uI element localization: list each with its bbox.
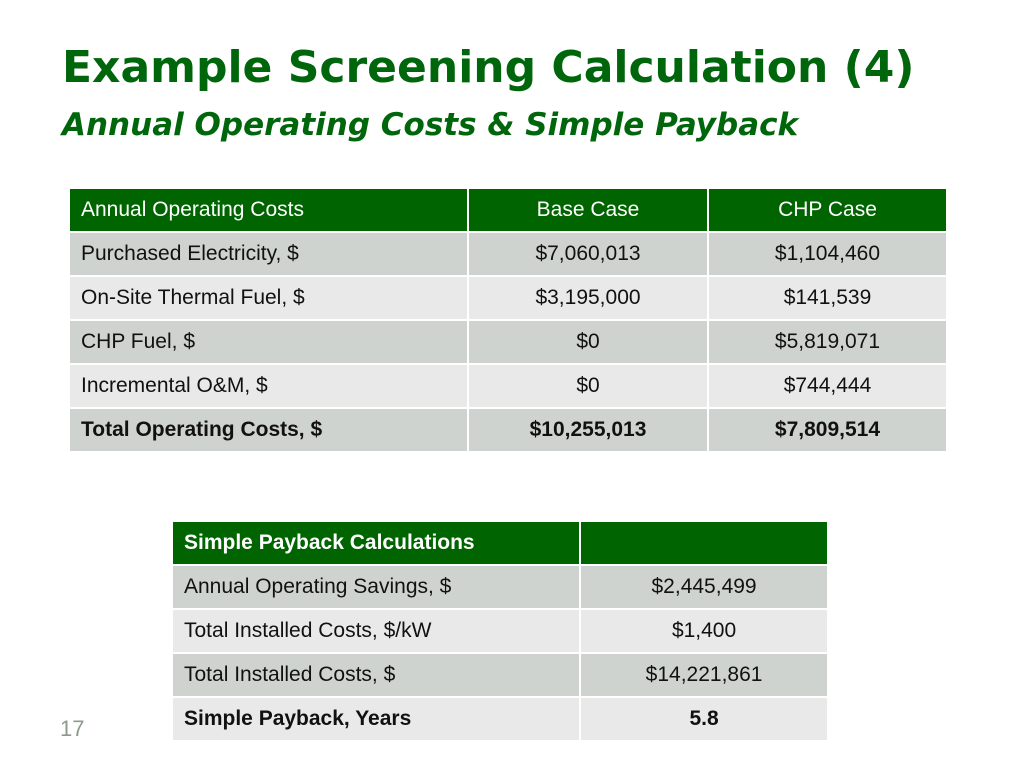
chp-case-value: $7,809,514: [706, 407, 949, 453]
column-header-cost-item: Annual Operating Costs: [67, 187, 470, 233]
row-value: 5.8: [579, 696, 829, 742]
column-header-base-case: Base Case: [467, 187, 709, 233]
row-label: Annual Operating Savings, $: [170, 564, 582, 610]
column-header-chp-case: CHP Case: [706, 187, 949, 233]
table-row: Total Installed Costs, $ $14,221,861: [170, 652, 829, 698]
row-label: CHP Fuel, $: [67, 319, 470, 365]
table-header-row: Simple Payback Calculations: [170, 520, 829, 566]
row-label: Total Installed Costs, $: [170, 652, 582, 698]
base-case-value: $3,195,000: [467, 275, 709, 321]
chp-case-value: $744,444: [706, 363, 949, 409]
total-row: Total Operating Costs, $ $10,255,013 $7,…: [67, 407, 949, 453]
table-row: CHP Fuel, $ $0 $5,819,071: [67, 319, 949, 365]
row-label: On-Site Thermal Fuel, $: [67, 275, 470, 321]
page-number: 17: [60, 716, 85, 741]
row-value: $1,400: [579, 608, 829, 654]
row-label: Total Installed Costs, $/kW: [170, 608, 582, 654]
row-label: Incremental O&M, $: [67, 363, 470, 409]
total-row: Simple Payback, Years 5.8: [170, 696, 829, 742]
slide-title: Example Screening Calculation (4): [62, 42, 915, 93]
slide-subtitle: Annual Operating Costs & Simple Payback: [62, 107, 799, 143]
table-row: Purchased Electricity, $ $7,060,013 $1,1…: [67, 231, 949, 277]
base-case-value: $7,060,013: [467, 231, 709, 277]
table-row: Annual Operating Savings, $ $2,445,499: [170, 564, 829, 610]
table-row: Total Installed Costs, $/kW $1,400: [170, 608, 829, 654]
base-case-value: $10,255,013: [467, 407, 709, 453]
table-row: Incremental O&M, $ $0 $744,444: [67, 363, 949, 409]
operating-costs-table: Annual Operating Costs Base Case CHP Cas…: [67, 187, 949, 453]
row-value: $14,221,861: [579, 652, 829, 698]
column-header-value: [579, 520, 829, 566]
table-row: On-Site Thermal Fuel, $ $3,195,000 $141,…: [67, 275, 949, 321]
chp-case-value: $5,819,071: [706, 319, 949, 365]
table-header-row: Annual Operating Costs Base Case CHP Cas…: [67, 187, 949, 233]
simple-payback-table: Simple Payback Calculations Annual Opera…: [170, 520, 829, 742]
base-case-value: $0: [467, 319, 709, 365]
row-value: $2,445,499: [579, 564, 829, 610]
row-label: Purchased Electricity, $: [67, 231, 470, 277]
row-label: Total Operating Costs, $: [67, 407, 470, 453]
row-label: Simple Payback, Years: [170, 696, 582, 742]
base-case-value: $0: [467, 363, 709, 409]
column-header-calculation: Simple Payback Calculations: [170, 520, 582, 566]
chp-case-value: $1,104,460: [706, 231, 949, 277]
chp-case-value: $141,539: [706, 275, 949, 321]
